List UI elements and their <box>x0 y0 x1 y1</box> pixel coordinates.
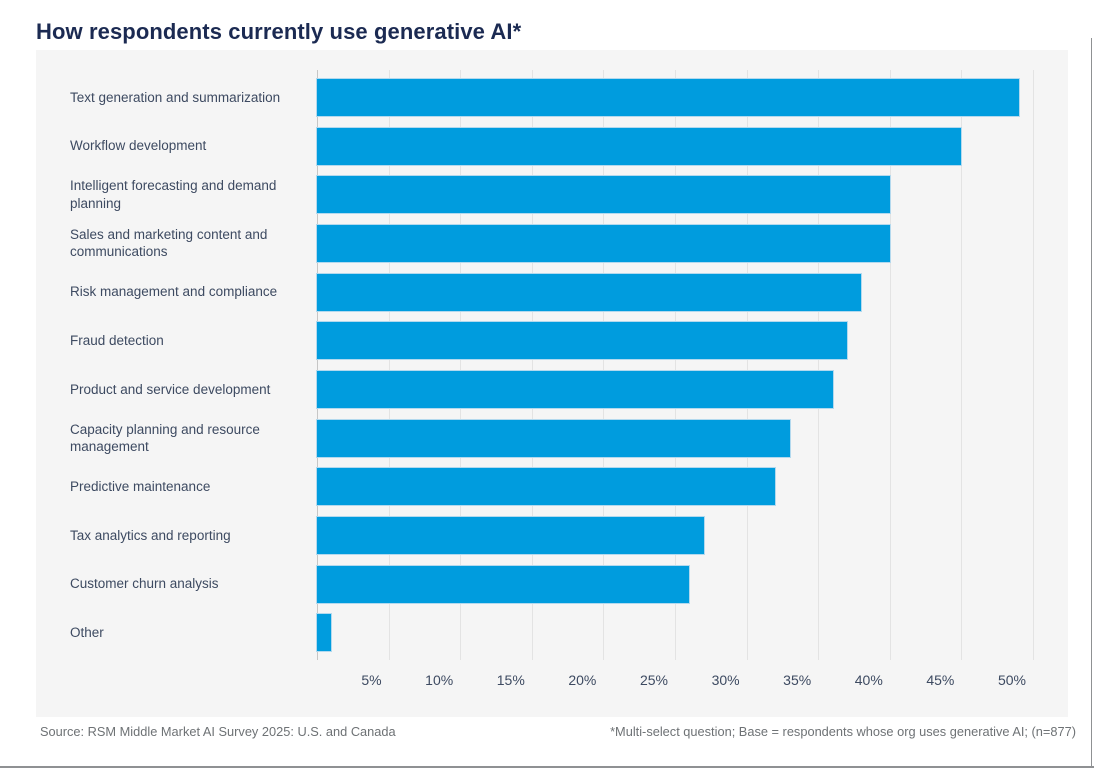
chart-row: Other <box>36 609 1068 658</box>
category-label: Product and service development <box>70 381 271 397</box>
x-tick-label: 45% <box>926 672 955 688</box>
category-label: Customer churn analysis <box>70 576 219 592</box>
gridline <box>460 70 462 660</box>
y-axis-line <box>317 70 318 660</box>
x-tick-label: 30% <box>711 672 740 688</box>
bar-track <box>317 322 1068 360</box>
x-tick-label: 25% <box>639 672 668 688</box>
bar-track <box>317 176 1068 214</box>
x-tick-label: 50% <box>997 672 1026 688</box>
chart-row: Sales and marketing content and communic… <box>36 219 1068 268</box>
chart-row: Customer churn analysis <box>36 560 1068 609</box>
category-label: Capacity planning and resource managemen… <box>70 421 260 455</box>
x-tick-label: 20% <box>568 672 597 688</box>
chart-row: Workflow development <box>36 122 1068 171</box>
bar-track <box>317 78 1068 116</box>
bar <box>317 614 332 652</box>
category-label: Intelligent forecasting and demand plann… <box>70 178 277 211</box>
chart-rows: Text generation and summarization Workflo… <box>36 73 1068 657</box>
x-tick-label: 35% <box>783 672 812 688</box>
bar <box>317 468 776 506</box>
category-label: Sales and marketing content and communic… <box>70 226 268 260</box>
category-label: Risk management and compliance <box>70 284 278 300</box>
x-tick-label: 5% <box>361 672 382 688</box>
bar <box>317 419 790 457</box>
gridline <box>961 70 963 660</box>
bottom-border <box>0 766 1094 768</box>
gridline <box>603 70 605 660</box>
chart-row: Tax analytics and reporting <box>36 511 1068 560</box>
bar-track <box>317 468 1068 506</box>
chart-row: Text generation and summarization <box>36 73 1068 122</box>
bar <box>317 370 833 408</box>
gridline <box>388 70 390 660</box>
chart-row: Intelligent forecasting and demand plann… <box>36 170 1068 219</box>
chart-row: Fraud detection <box>36 316 1068 365</box>
bar-track <box>317 127 1068 165</box>
x-tick-label: 40% <box>854 672 883 688</box>
category-label: Predictive maintenance <box>70 479 211 495</box>
category-label: Workflow development <box>70 138 207 154</box>
bar <box>317 176 890 214</box>
category-label: Fraud detection <box>70 333 164 348</box>
footer: Source: RSM Middle Market AI Survey 2025… <box>0 724 1094 739</box>
bar-track <box>317 370 1068 408</box>
bar <box>317 127 962 165</box>
chart-title: How respondents currently use generative… <box>36 18 522 44</box>
bar <box>317 224 890 262</box>
category-label: Text generation and summarization <box>70 89 281 105</box>
bar-track <box>317 224 1068 262</box>
bar <box>317 273 862 311</box>
bar-track <box>317 419 1068 457</box>
bar <box>317 517 704 555</box>
right-border <box>1091 38 1092 768</box>
bar <box>317 78 1019 116</box>
chart-row: Predictive maintenance <box>36 463 1068 512</box>
category-label: Tax analytics and reporting <box>70 527 231 543</box>
gridline <box>889 70 891 660</box>
footnote-text: *Multi-select question; Base = responden… <box>610 724 1076 739</box>
bar <box>317 322 847 360</box>
chart-row: Capacity planning and resource managemen… <box>36 414 1068 463</box>
chart-panel: Text generation and summarization Workflo… <box>36 50 1068 717</box>
bar-track <box>317 517 1068 555</box>
gridline <box>531 70 533 660</box>
chart-row: Product and service development <box>36 365 1068 414</box>
bar-track <box>317 565 1068 603</box>
gridline <box>1033 70 1034 660</box>
category-label: Other <box>70 625 104 641</box>
gridline <box>746 70 748 660</box>
chart-row: Risk management and compliance <box>36 268 1068 317</box>
bar <box>317 565 690 603</box>
source-text: Source: RSM Middle Market AI Survey 2025… <box>40 724 396 739</box>
gridline <box>818 70 820 660</box>
bar-track <box>317 273 1068 311</box>
x-tick-label: 15% <box>496 672 525 688</box>
x-tick-label: 10% <box>425 672 454 688</box>
gridline <box>675 70 676 660</box>
bar-track <box>317 614 1068 652</box>
